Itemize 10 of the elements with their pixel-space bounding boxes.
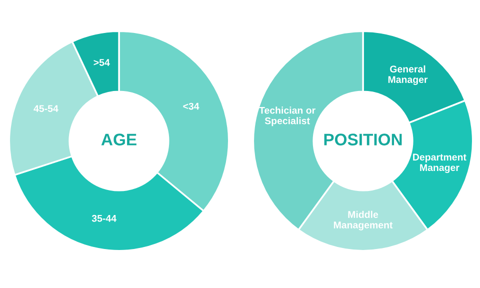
- slice-label: Middle Management: [334, 210, 393, 230]
- slice-label: >54: [94, 59, 110, 66]
- text: AGE: [101, 134, 136, 146]
- slice-label: General Manager: [388, 65, 428, 85]
- slice-label: Department Manager: [413, 154, 466, 173]
- text: POSITION: [324, 134, 402, 146]
- slice-label: 35-44: [92, 214, 116, 222]
- slice-label: Techician or Specialist: [259, 106, 316, 126]
- slice-label: <34: [183, 102, 200, 110]
- slice-label: 45-54: [34, 105, 58, 112]
